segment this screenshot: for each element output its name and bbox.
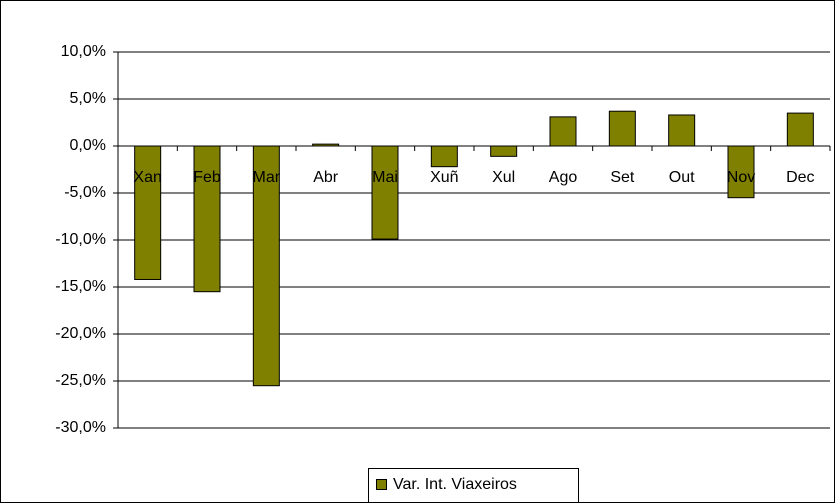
y-tick-label: 10,0% [61, 43, 106, 60]
y-tick-label: -20,0% [55, 325, 106, 342]
bar [371, 145, 399, 240]
legend-label: Var. Int. Viaxeiros [393, 476, 517, 493]
x-tick-label: Mai [372, 169, 398, 186]
x-tick-label: Mar [253, 169, 281, 186]
y-tick-label: -30,0% [55, 419, 106, 436]
legend-swatch [376, 479, 387, 490]
y-tick-label: -10,0% [55, 231, 106, 248]
y-tick-label: -25,0% [55, 372, 106, 389]
x-tick-label: Ago [549, 169, 578, 186]
bar [549, 116, 577, 147]
x-tick-label: Dec [786, 169, 814, 186]
bar [193, 145, 221, 293]
y-tick-label: 5,0% [70, 90, 106, 107]
x-tick-label: Xan [133, 169, 161, 186]
bar [134, 145, 162, 280]
x-tick-label: Xuñ [430, 169, 458, 186]
bar [490, 145, 518, 157]
x-tick-label: Nov [727, 169, 755, 186]
y-tick-label: 0,0% [70, 137, 106, 154]
bar [668, 114, 696, 147]
y-tick-label: -5,0% [64, 184, 106, 201]
legend-box [368, 468, 579, 503]
y-tick-label: -15,0% [55, 278, 106, 295]
x-tick-label: Abr [313, 169, 339, 186]
bar [430, 145, 458, 168]
bar [786, 112, 814, 147]
bar [608, 110, 636, 147]
x-tick-label: Set [610, 169, 635, 186]
x-tick-label: Feb [193, 169, 221, 186]
x-tick-label: Xul [492, 169, 515, 186]
x-tick-label: Out [669, 169, 695, 186]
